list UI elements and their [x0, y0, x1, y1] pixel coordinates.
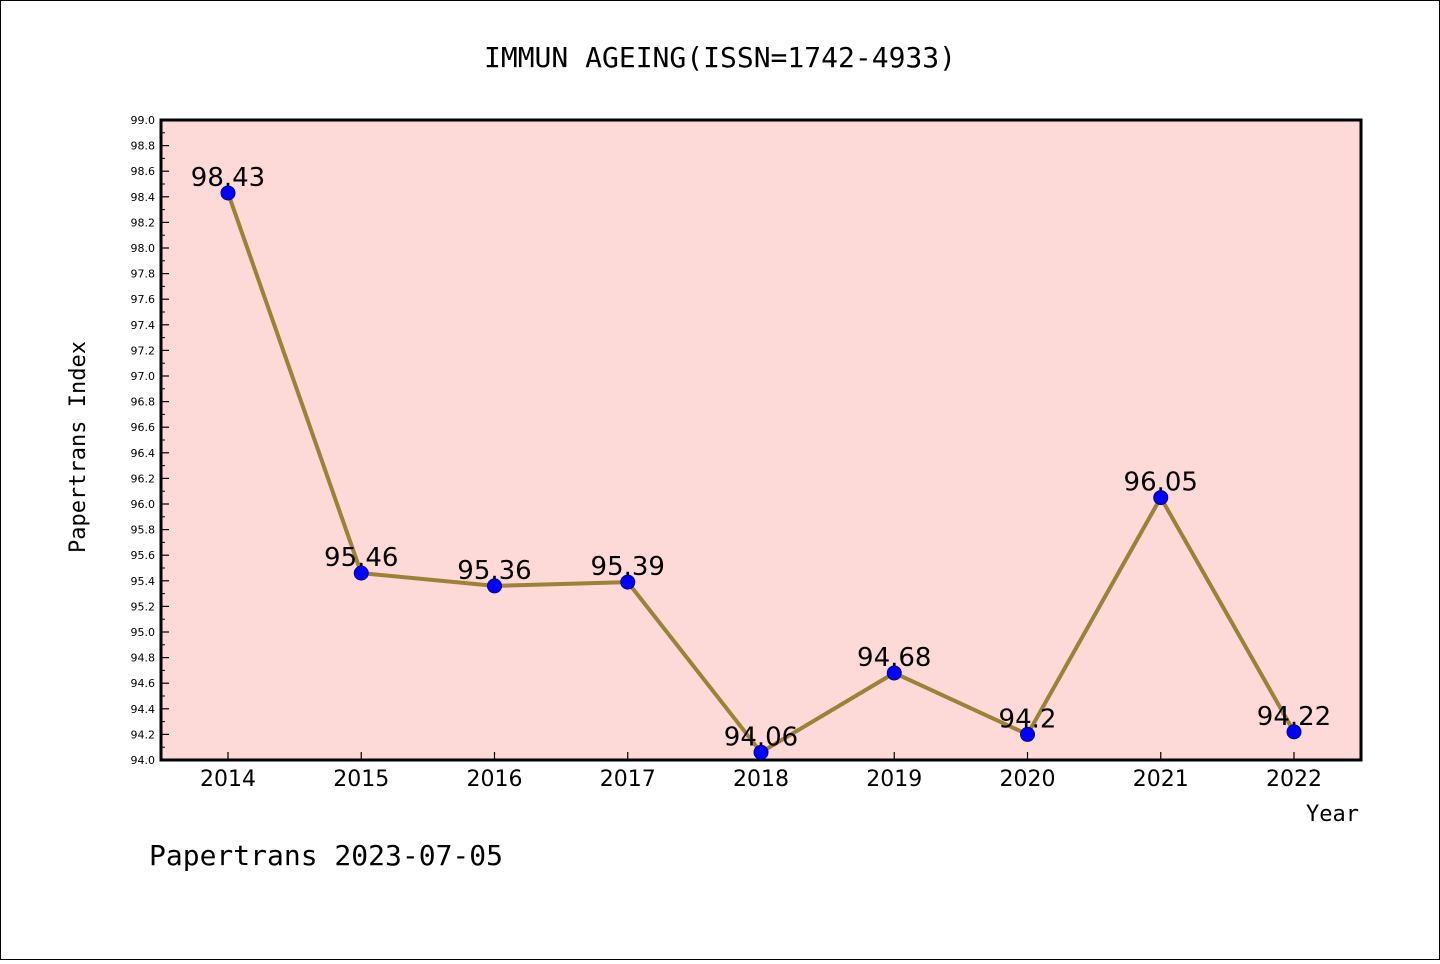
- data-label: 96.05: [1124, 468, 1198, 498]
- data-label: 95.46: [324, 543, 398, 573]
- data-point: [1153, 490, 1169, 506]
- y-tick-label: 95.0: [131, 626, 156, 639]
- y-tick-label: 98.0: [131, 242, 156, 255]
- y-tick-label: 95.2: [131, 600, 156, 613]
- data-point: [753, 744, 769, 760]
- y-tick-label: 94.2: [131, 728, 156, 741]
- y-tick-label: 98.6: [131, 165, 156, 178]
- x-tick-label: 2021: [1133, 767, 1189, 792]
- x-tick-label: 2018: [733, 767, 789, 792]
- y-tick-label: 97.2: [131, 344, 156, 357]
- y-tick-label: 99.0: [131, 114, 156, 127]
- y-tick-label: 96.8: [131, 396, 156, 409]
- y-tick-label: 96.4: [131, 447, 156, 460]
- y-axis-label: Papertrans Index: [66, 341, 91, 553]
- y-tick-label: 97.6: [131, 293, 156, 306]
- y-tick-label: 98.8: [131, 140, 156, 153]
- data-point: [620, 574, 636, 590]
- y-tick-label: 96.2: [131, 472, 156, 485]
- x-tick-label: 2017: [600, 767, 656, 792]
- y-tick-label: 97.4: [131, 319, 156, 332]
- data-point: [886, 665, 902, 681]
- data-label: 94.06: [724, 722, 798, 752]
- data-point: [353, 565, 369, 581]
- y-tick-label: 94.8: [131, 652, 156, 665]
- data-point: [487, 578, 502, 594]
- x-tick-label: 2022: [1266, 767, 1322, 792]
- data-label: 98.43: [191, 163, 265, 193]
- x-tick-label: 2015: [333, 767, 389, 792]
- x-tick-label: 2019: [866, 767, 922, 792]
- y-axis-ticks: 94.0 94.2 94.4 94.6 94.8 95.0 95.2 95.4 95.6 95.8…: [131, 114, 169, 767]
- y-tick-label: 98.2: [131, 216, 156, 229]
- y-tick-label: 97.8: [131, 268, 156, 281]
- y-tick-label: 94.4: [131, 703, 156, 716]
- x-axis-ticks: 2014 2015 2016 2017 2018 2019 2020 2021 2022: [200, 752, 1322, 792]
- data-label: 94.22: [1257, 702, 1331, 732]
- data-label: 94.68: [857, 643, 931, 673]
- y-tick-label: 95.8: [131, 524, 156, 537]
- y-tick-label: 96.0: [131, 498, 156, 511]
- x-axis-label: Year: [1306, 802, 1359, 827]
- x-tick-label: 2014: [200, 767, 256, 792]
- x-tick-label: 2016: [467, 767, 523, 792]
- series-papertrans-index: 98.43 95.46 95.36 95.39 94.06 94.68 94.2 96.05 9…: [191, 163, 1331, 760]
- y-tick-label: 94.0: [131, 754, 156, 767]
- data-point: [1020, 726, 1035, 742]
- data-label: 95.39: [591, 552, 665, 582]
- data-point: [220, 185, 236, 201]
- x-tick-label: 2020: [1000, 767, 1056, 792]
- y-tick-label: 95.6: [131, 549, 156, 562]
- y-tick-label: 98.4: [131, 191, 156, 204]
- y-tick-label: 94.6: [131, 677, 156, 690]
- chart-title: IMMUN AGEING(ISSN=1742-4933): [484, 41, 956, 74]
- y-tick-label: 95.4: [131, 575, 156, 588]
- y-tick-label: 96.6: [131, 421, 156, 434]
- footer-date-stamp: Papertrans 2023-07-05: [149, 839, 503, 872]
- y-tick-label: 97.0: [131, 370, 156, 383]
- plot-area: [159, 118, 1363, 762]
- data-label: 94.2: [999, 704, 1057, 734]
- data-label: 95.36: [457, 556, 531, 586]
- data-point: [1286, 724, 1302, 740]
